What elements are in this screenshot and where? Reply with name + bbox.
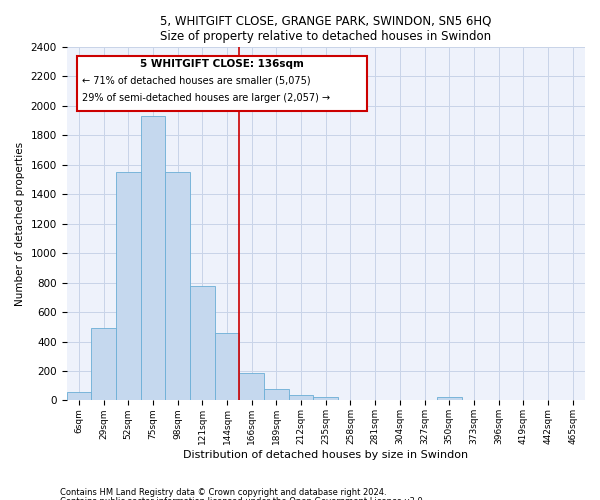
Bar: [289, 396, 313, 400]
Bar: [264, 388, 289, 400]
Bar: [165, 172, 190, 400]
Title: 5, WHITGIFT CLOSE, GRANGE PARK, SWINDON, SN5 6HQ
Size of property relative to de: 5, WHITGIFT CLOSE, GRANGE PARK, SWINDON,…: [160, 15, 491, 43]
FancyBboxPatch shape: [77, 56, 367, 110]
Bar: [140, 116, 165, 401]
Bar: [313, 396, 338, 400]
Bar: [190, 286, 215, 401]
Text: Contains public sector information licensed under the Open Government Licence v3: Contains public sector information licen…: [60, 497, 425, 500]
Text: ← 71% of detached houses are smaller (5,075): ← 71% of detached houses are smaller (5,…: [82, 75, 311, 85]
Bar: [239, 373, 264, 400]
Bar: [116, 172, 140, 400]
X-axis label: Distribution of detached houses by size in Swindon: Distribution of detached houses by size …: [183, 450, 469, 460]
Text: 5 WHITGIFT CLOSE: 136sqm: 5 WHITGIFT CLOSE: 136sqm: [140, 60, 304, 70]
Y-axis label: Number of detached properties: Number of detached properties: [15, 142, 25, 306]
Bar: [67, 392, 91, 400]
Bar: [91, 328, 116, 400]
Text: Contains HM Land Registry data © Crown copyright and database right 2024.: Contains HM Land Registry data © Crown c…: [60, 488, 386, 497]
Text: 29% of semi-detached houses are larger (2,057) →: 29% of semi-detached houses are larger (…: [82, 93, 330, 103]
Bar: [215, 332, 239, 400]
Bar: [437, 398, 461, 400]
